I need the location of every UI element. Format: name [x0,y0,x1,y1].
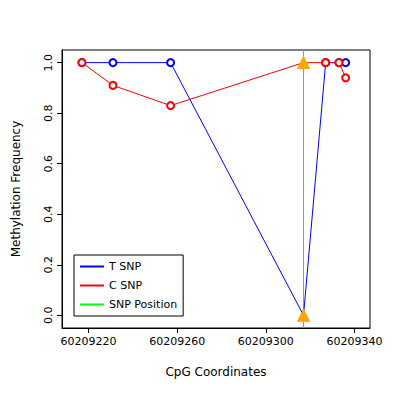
svg-text:0.2: 0.2 [42,256,55,274]
svg-text:0.4: 0.4 [42,206,55,224]
svg-text:60209260: 60209260 [149,335,205,348]
svg-text:SNP Position: SNP Position [109,298,177,311]
svg-text:Methylation Frequency: Methylation Frequency [9,121,23,258]
svg-text:1.0: 1.0 [42,54,55,72]
svg-text:CpG Coordinates: CpG Coordinates [165,365,266,379]
svg-text:60209300: 60209300 [238,335,294,348]
svg-text:0.6: 0.6 [42,155,55,173]
svg-text:C SNP: C SNP [109,279,142,292]
svg-text:60209220: 60209220 [61,335,117,348]
svg-text:60209340: 60209340 [326,335,382,348]
svg-text:T SNP: T SNP [108,260,141,273]
svg-text:0.0: 0.0 [42,307,55,325]
svg-text:0.8: 0.8 [42,104,55,122]
